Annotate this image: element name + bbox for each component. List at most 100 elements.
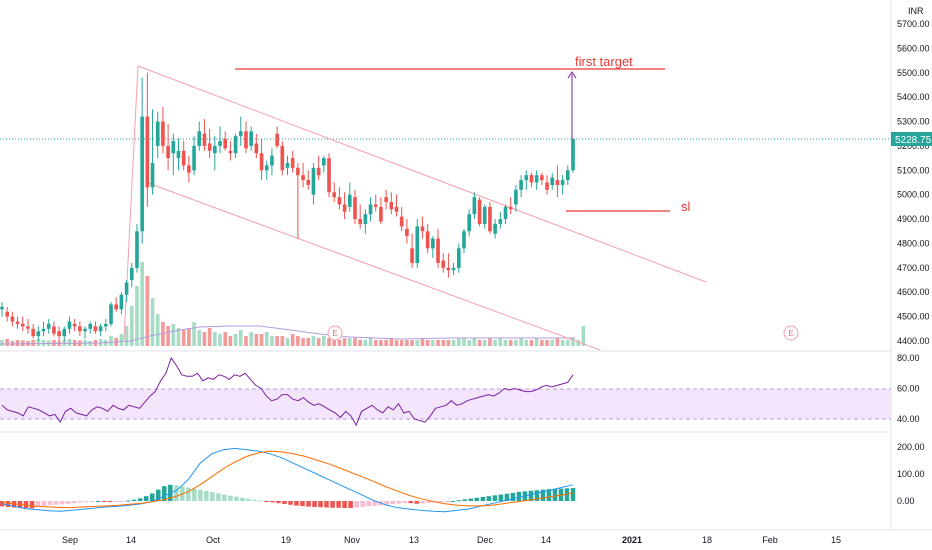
volume-bar [145,276,150,346]
candle [197,121,202,151]
time-tick-label: 13 [409,535,419,545]
macd-histogram-bar [546,489,552,501]
volume-bar [384,340,388,346]
volume-bar [41,340,46,346]
candle [306,170,311,190]
volume-bar [270,336,274,346]
volume-bar [213,332,217,346]
volume-bar [441,340,446,346]
volume-bar [456,338,461,346]
candle [15,316,20,329]
candle [238,116,243,146]
time-axis: Sep 14 Oct 19 Nov 13 Dec 14 2021 18 Feb 15 [62,535,841,545]
volume-bar [488,338,492,346]
macd-histogram-bar [53,501,59,505]
price-axis: 5700.005600.005500.005400.005300.005200.… [897,19,930,506]
macd-histogram-bar [366,501,371,507]
volume-bar [316,338,321,346]
macd-histogram-bar [41,501,47,506]
macd-line [1,447,574,513]
candle [207,128,212,159]
last-price-value: 5228.75 [895,135,932,146]
candle [436,228,440,268]
volume-bar [306,338,311,346]
candle [192,136,196,176]
price-tick-label: 5400.00 [897,92,930,102]
volume-bar [467,340,471,346]
price-tick-label: 5700.00 [897,19,930,29]
volume-bar [519,338,523,346]
volume-bar [332,338,337,346]
candle [254,133,259,159]
macd-histogram-bar [131,499,137,501]
volume-bar [192,322,196,346]
volume-bar [399,340,404,346]
candle [379,197,383,224]
volume-bar [436,340,440,346]
candle [529,172,534,188]
volume-bar [482,340,487,346]
macd-histogram-bar [312,501,317,507]
time-tick-label: 14 [541,535,551,545]
volume-bar [259,334,264,346]
earnings-marker-2[interactable]: E [783,325,799,341]
last-price-tag: 5228.75 [891,132,932,146]
macd-histogram-bar [384,501,389,505]
candle [83,326,87,339]
macd-histogram-bar [414,501,419,504]
candle [358,204,362,229]
candle [389,192,394,215]
candle [327,153,331,198]
volume-bar [249,332,253,346]
candle [441,253,446,273]
rsi-line [1,356,574,427]
volume-bar [254,334,259,346]
volume-bar [233,334,238,346]
earnings-marker-1[interactable]: E [327,325,343,341]
macd-histogram-bar [486,496,492,501]
rsi-tick-label: 80.00 [897,353,920,363]
candle [52,321,56,337]
volume-bar [285,338,290,346]
macd-histogram-bar [137,498,143,501]
volume-bar [202,332,207,346]
time-tick-label: Sep [62,535,78,545]
time-tick-label: 18 [702,535,712,545]
volume-bar [342,338,347,346]
candle [451,262,456,276]
volume-bar [275,336,279,346]
candle [503,204,508,224]
volume-bar [228,336,233,346]
macd-histogram-bar [276,501,281,504]
earnings-marker-label: E [332,329,337,338]
macd-histogram-bar [252,499,257,501]
volume-bar [420,338,425,346]
volume-bar [36,339,41,346]
candle [213,136,217,171]
volume-bar [197,330,202,346]
macd-histogram-bar [210,492,215,501]
volume-bar [223,332,228,346]
currency-label: INR [908,6,924,16]
volume-bar [171,324,176,346]
candles [0,72,575,341]
macd-histogram-bar [246,498,251,501]
price-tick-label: 5000.00 [897,190,930,200]
macd-histogram-bar [348,501,353,509]
macd-histogram-bar [294,501,299,506]
macd-histogram-bar [119,501,125,502]
macd-histogram-bar [258,500,263,502]
candle [176,138,181,171]
volume-bar [534,338,539,346]
macd-histogram-bar [143,496,149,501]
macd-histogram-bar [402,501,407,504]
macd-histogram-bar [408,501,413,504]
volume-bar [550,340,555,346]
candle [363,209,368,234]
candle [394,194,399,217]
macd-histogram-bar [444,501,450,502]
volume-bar [394,340,399,346]
volume-bar [477,340,482,346]
macd-histogram-bar [540,489,546,501]
